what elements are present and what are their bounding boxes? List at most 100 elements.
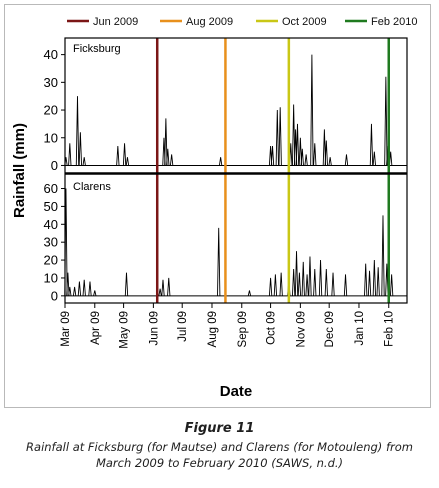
xtick-label-6: Sep 09 xyxy=(237,311,249,347)
panel-0-station-label: Ficksburg xyxy=(73,43,121,55)
panel-1-bar-9 xyxy=(158,288,162,296)
xtick-label-7: Oct 09 xyxy=(266,311,278,345)
panel-0-ytick-label-1: 10 xyxy=(44,130,58,145)
panel-1-bar-25 xyxy=(318,260,323,296)
panel-0-bar-27 xyxy=(324,140,328,166)
panel-0-bar-11 xyxy=(169,154,174,166)
panel-0-bar-30 xyxy=(369,123,374,166)
panel-0-bar-1 xyxy=(68,143,72,166)
caption-line-2: March 2009 to February 2010 (SAWS, n.d.) xyxy=(95,456,344,470)
panel-1-bar-20 xyxy=(297,272,302,296)
panel-0-bar-10 xyxy=(166,148,170,166)
panel-0-bar-7 xyxy=(125,157,130,166)
panel-0-bar-2 xyxy=(75,96,80,166)
caption-line-1: Rainfall at Ficksburg (for Mautse) and C… xyxy=(26,440,413,454)
panel-1-bar-16 xyxy=(279,272,283,296)
panel-0-ytick-label-0: 0 xyxy=(51,158,58,173)
xtick-label-5: Aug 09 xyxy=(207,311,219,347)
panel-1-bar-8 xyxy=(124,272,129,296)
panel-0-bar-6 xyxy=(122,143,127,166)
panel-1-bar-14 xyxy=(268,277,273,296)
panel-1-ytick-label-2: 20 xyxy=(44,253,58,268)
panel-1-bar-27 xyxy=(331,272,335,296)
panel-1-bar-12 xyxy=(217,227,221,296)
panel-1-bar-6 xyxy=(88,281,92,296)
panel-1-bar-23 xyxy=(308,256,312,296)
panel-1-bar-7 xyxy=(93,290,97,296)
panel-0-bar-21 xyxy=(298,137,303,166)
panel-0-bar-5 xyxy=(116,146,120,166)
panel-1-bar-24 xyxy=(313,268,317,296)
panel-1-bar-15 xyxy=(273,274,278,296)
panel-1-ytick-label-6: 60 xyxy=(44,181,58,196)
figure-caption-text: Rainfall at Ficksburg (for Mautse) and C… xyxy=(0,439,439,471)
panel-1-bar-26 xyxy=(324,268,328,296)
panel-1-bar-13 xyxy=(247,290,252,296)
panel-1-bar-11 xyxy=(167,277,171,296)
panel-1-bar-19 xyxy=(294,251,299,296)
rainfall-chart: Jun 2009 Aug 2009 Oct 2009 Feb 2010 0 10 20 30 4… xyxy=(11,16,417,400)
panel-0-bar-24 xyxy=(310,54,314,166)
panel-0-bar-18 xyxy=(291,104,296,166)
panel-1-bar-21 xyxy=(301,261,305,296)
xtick-label-9: Dec 09 xyxy=(324,311,336,347)
x-axis-title: Date xyxy=(220,383,253,400)
panel-0-bar-3 xyxy=(78,132,83,166)
panel-0-bar-4 xyxy=(82,157,86,166)
panel-0-bar-23 xyxy=(304,154,308,166)
panel-1-bar-33 xyxy=(381,215,385,296)
panel-1-ytick-label-4: 40 xyxy=(44,217,58,232)
panel-1-bar-1 xyxy=(66,272,70,296)
panel-0-bar-28 xyxy=(328,157,332,166)
figure-title: Figure 11 xyxy=(184,421,255,436)
xtick-label-0: Mar 09 xyxy=(60,311,72,347)
panel-0-bar-29 xyxy=(344,154,349,166)
xtick-label-3: Jun 09 xyxy=(148,311,160,346)
panel-1-bar-35 xyxy=(389,274,394,296)
panel-1-bar-4 xyxy=(77,281,82,296)
panel-0-bar-9 xyxy=(164,118,168,166)
panel-0-ytick-label-2: 20 xyxy=(44,103,58,118)
plot-border xyxy=(64,37,408,304)
panel-1-bar-10 xyxy=(161,279,165,296)
panel-0-bar-22 xyxy=(300,148,304,166)
panel-1-bar-18 xyxy=(291,268,296,296)
panel-0-ytick-label-4: 40 xyxy=(44,47,58,62)
panel-1-ytick-label-5: 50 xyxy=(44,199,58,214)
panel-0-ytick-label-3: 30 xyxy=(44,75,58,90)
panel-0-bar-12 xyxy=(218,157,223,166)
panel-1-ytick-label-3: 30 xyxy=(44,235,58,250)
panel-1-bar-30 xyxy=(367,270,372,296)
legend-label-3: Feb 2010 xyxy=(371,16,417,28)
panel-1-bar-28 xyxy=(343,274,348,296)
panel-0-bar-32 xyxy=(384,76,388,166)
panel-1-bar-32 xyxy=(376,267,380,296)
panel-0-bar-15 xyxy=(275,110,279,166)
panel-0-bar-16 xyxy=(278,107,282,166)
panel-1-bar-3 xyxy=(72,286,77,296)
panel-1-ytick-label-0: 0 xyxy=(51,288,58,303)
xtick-label-1: Apr 09 xyxy=(90,311,102,345)
xtick-label-4: Jul 09 xyxy=(177,311,189,342)
panel-0-bar-20 xyxy=(295,123,300,166)
xtick-label-11: Feb 10 xyxy=(384,311,396,347)
panel-0-bar-31 xyxy=(372,151,376,166)
panel-1-bar-5 xyxy=(82,279,86,296)
panel-1-bar-31 xyxy=(372,260,376,296)
panel-1-bar-22 xyxy=(305,274,309,296)
figure-caption: Figure 11 Rainfall at Ficksburg (for Mau… xyxy=(0,420,439,471)
legend-label-0: Jun 2009 xyxy=(93,16,138,28)
panel-0-bar-25 xyxy=(313,143,317,166)
panel-1-ytick-label-1: 10 xyxy=(44,270,58,285)
panel-1-station-label: Clarens xyxy=(73,181,111,193)
xtick-label-2: May 09 xyxy=(119,311,131,349)
xtick-label-10: Jan 10 xyxy=(354,311,366,346)
panel-1-bar-29 xyxy=(364,263,368,296)
xtick-label-8: Nov 09 xyxy=(295,311,307,347)
figure-frame: Jun 2009 Aug 2009 Oct 2009 Feb 2010 0 10 20 30 4… xyxy=(4,4,431,408)
y-axis-title: Rainfall (mm) xyxy=(11,123,28,218)
legend-label-2: Oct 2009 xyxy=(282,16,327,28)
panel-0-bar-26 xyxy=(322,129,327,166)
panel-0-bar-14 xyxy=(270,146,275,166)
panel-1-bar-2 xyxy=(68,286,72,296)
